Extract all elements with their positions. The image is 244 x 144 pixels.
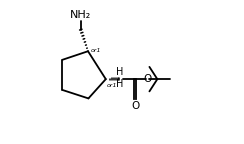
Text: O: O [143,74,151,84]
Text: H: H [116,79,124,89]
Text: H: H [116,67,124,77]
Text: or1: or1 [91,48,102,53]
Text: or1: or1 [107,83,117,88]
Text: O: O [131,101,139,111]
Text: NH₂: NH₂ [70,10,92,20]
